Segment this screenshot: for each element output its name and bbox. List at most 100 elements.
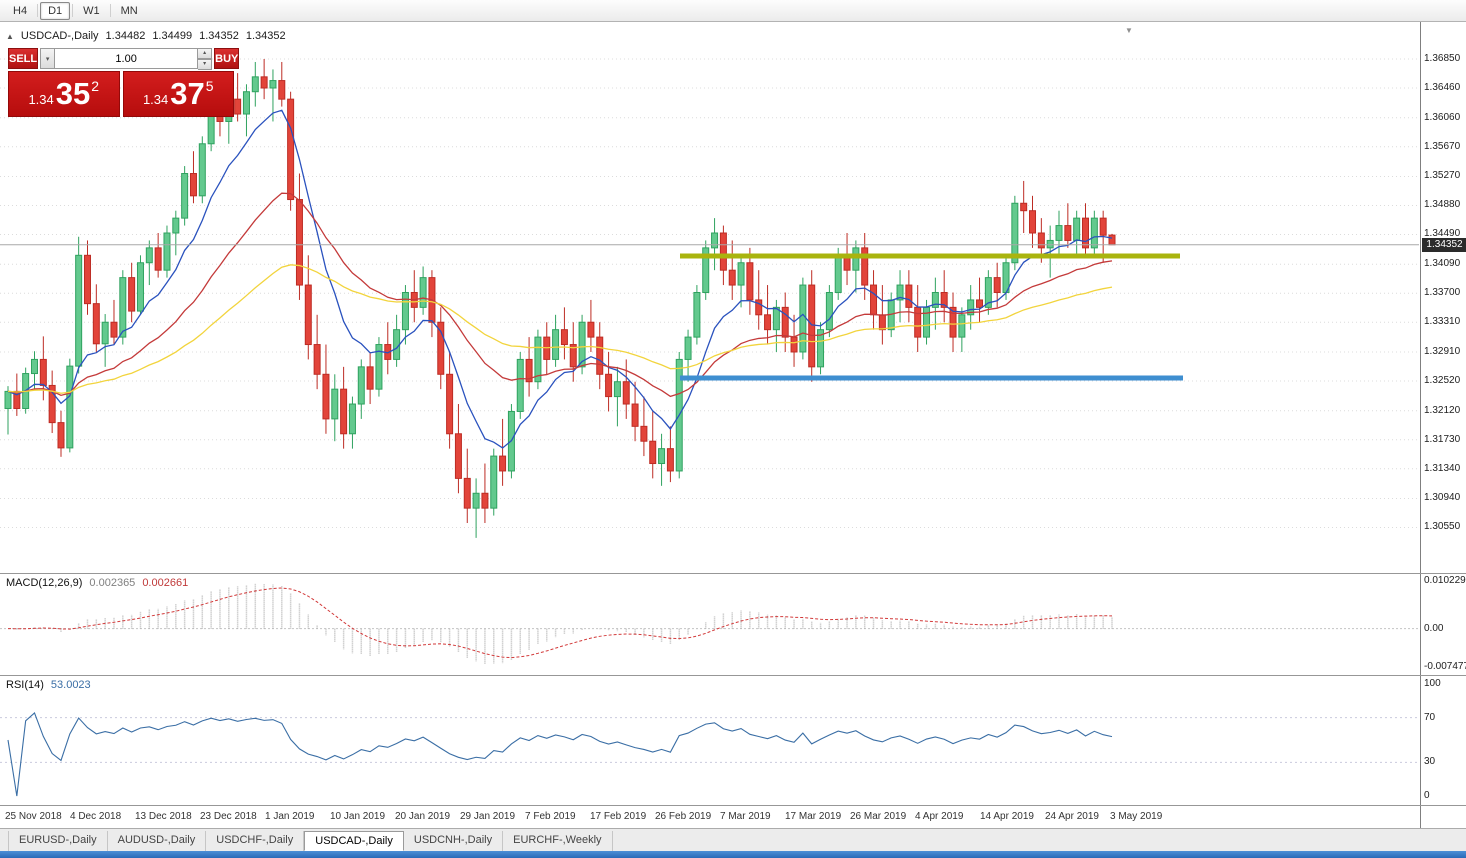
chart-symbol-label: USDCAD-,Daily [20, 30, 99, 42]
sell-price-pips: 35 [55, 76, 91, 111]
price-axis-label: 1.32520 [1424, 374, 1461, 386]
date-label: 10 Jan 2019 [330, 811, 386, 822]
timeframe-tab-d1[interactable]: D1 [40, 1, 71, 20]
current-price-badge: 1.34352 [1422, 237, 1466, 252]
date-label: 23 Dec 2018 [200, 811, 257, 822]
spinner-down-icon[interactable]: ▾ [198, 59, 213, 70]
date-label: 25 Nov 2018 [5, 811, 62, 822]
rsi-line [7, 712, 1113, 797]
volume-input[interactable] [55, 48, 199, 69]
price-axis-label: 1.32910 [1424, 345, 1461, 357]
ma-26-line [7, 192, 1113, 398]
timeframe-tab-w1[interactable]: W1 [83, 4, 100, 17]
volume-control: ▾ ▴ ▾ [40, 48, 213, 70]
chart-tab-usdcnh[interactable]: USDCNH-,Daily [404, 831, 504, 851]
buy-price-pips: 37 [170, 76, 205, 111]
date-label: 13 Dec 2018 [135, 811, 192, 822]
toolbar-separator [37, 4, 39, 17]
candles-layer [4, 59, 1116, 538]
chart-tab-eurusd[interactable]: EURUSD-,Daily [8, 831, 108, 851]
price-axis-label: 1.36460 [1424, 82, 1461, 93]
ma-55-line [7, 264, 1113, 394]
date-label: 3 May 2019 [1110, 811, 1163, 822]
price-axis-label: 1.36850 [1424, 53, 1461, 64]
date-label: 7 Mar 2019 [720, 811, 771, 822]
chart-tab-eurchf[interactable]: EURCHF-,Weekly [503, 831, 613, 851]
chart-shift-marker-icon: ▼ [1125, 26, 1133, 35]
chart-ohlc-header: ▲ USDCAD-,Daily 1.34482 1.34499 1.34352 … [6, 30, 286, 42]
price-axis-label: 1.30550 [1424, 521, 1461, 533]
price-axis-label: 1.34490 [1424, 228, 1461, 240]
chart-tab-audusd[interactable]: AUDUSD-,Daily [108, 831, 207, 851]
ohlc-open: 1.34482 [105, 30, 146, 42]
macd-chart[interactable] [0, 574, 1420, 675]
chevron-down-icon: ▾ [45, 55, 50, 63]
trade-controls-row: SELL ▾ ▴ ▾ BUY [8, 48, 240, 70]
macd-axis-label: 0.00 [1424, 622, 1444, 634]
volume-dropdown-button[interactable]: ▾ [40, 48, 56, 69]
macd-main-value: 0.002365 [89, 577, 136, 589]
date-label: 20 Jan 2019 [395, 811, 451, 822]
date-label: 17 Mar 2019 [785, 811, 842, 822]
price-axis-label: 1.35670 [1424, 140, 1461, 152]
symbol-up-arrow-icon: ▲ [6, 31, 14, 41]
toolbar-separator [109, 4, 111, 17]
volume-spinner: ▴ ▾ [198, 48, 213, 70]
price-axis-label: 1.33700 [1424, 287, 1461, 299]
date-label: 26 Mar 2019 [850, 811, 907, 822]
price-axis[interactable]: 1.34352 1.36850 1.36460 1.36060 1.35670 1.35… [1420, 22, 1466, 573]
rsi-value: 53.0023 [50, 679, 91, 691]
sell-price-display[interactable]: 1.34 35 2 [8, 71, 120, 117]
price-gridlines [0, 58, 1419, 528]
sell-price-prefix: 1.34 [28, 92, 54, 107]
rsi-indicator-panel[interactable]: RSI(14) 53.0023 100 70 30 0 [0, 676, 1466, 806]
chart-tab-usdcad[interactable]: USDCAD-,Daily [304, 831, 404, 851]
rsi-axis-label: 70 [1424, 711, 1436, 723]
buy-button[interactable]: BUY [214, 48, 240, 69]
date-label: 4 Dec 2018 [70, 811, 122, 822]
ohlc-close: 1.34352 [245, 30, 286, 42]
date-label: 17 Feb 2019 [590, 811, 647, 822]
timeframe-toolbar: H4 D1 W1 MN [0, 0, 1466, 22]
date-label: 4 Apr 2019 [915, 811, 964, 822]
chart-tabs-bar: EURUSD-,Daily AUDUSD-,Daily USDCHF-,Daily U… [0, 828, 1466, 851]
sell-button[interactable]: SELL [8, 48, 39, 69]
price-chart-panel[interactable]: ▲ USDCAD-,Daily 1.34482 1.34499 1.34352 … [0, 22, 1466, 574]
sell-price-pipette: 2 [91, 78, 100, 94]
one-click-trading-widget: SELL ▾ ▴ ▾ BUY 1.34 35 2 [8, 48, 240, 117]
rsi-chart[interactable] [0, 676, 1420, 805]
candlestick-chart[interactable] [0, 22, 1420, 573]
timeframe-tab-mn[interactable]: MN [120, 4, 138, 17]
spinner-up-icon[interactable]: ▴ [198, 48, 213, 59]
price-axis-label: 1.33310 [1424, 316, 1461, 328]
ma-9-line [7, 109, 1113, 449]
macd-label: MACD(12,26,9) 0.002365 0.002661 [6, 577, 188, 589]
date-label: 14 Apr 2019 [980, 811, 1034, 822]
rsi-axis-label: 100 [1424, 678, 1441, 689]
price-axis-label: 1.34090 [1424, 258, 1461, 270]
taskbar-edge [0, 851, 1466, 858]
ohlc-low: 1.34352 [199, 30, 239, 42]
macd-axis: 0.010229 0.00 -0.007477 [1420, 574, 1466, 675]
macd-indicator-panel[interactable]: MACD(12,26,9) 0.002365 0.002661 0.010229… [0, 574, 1466, 676]
macd-signal-value: 0.002661 [142, 577, 189, 589]
price-axis-label: 1.31340 [1424, 462, 1461, 474]
date-label: 26 Feb 2019 [655, 811, 712, 822]
macd-name: MACD(12,26,9) [6, 577, 83, 589]
time-axis[interactable]: 25 Nov 2018 4 Dec 2018 13 Dec 2018 23 Dec 2… [0, 806, 1466, 828]
buy-price-pipette: 5 [205, 78, 214, 94]
buy-price-display[interactable]: 1.34 37 5 [122, 71, 234, 117]
date-label: 1 Jan 2019 [265, 811, 315, 822]
trade-prices-row: 1.34 35 2 1.34 37 5 [8, 71, 234, 117]
date-label: 24 Apr 2019 [1045, 811, 1099, 822]
rsi-label: RSI(14) 53.0023 [6, 679, 91, 691]
price-axis-label: 1.30940 [1424, 492, 1461, 504]
price-axis-label: 1.36060 [1424, 111, 1461, 123]
price-axis-label: 1.31730 [1424, 433, 1461, 445]
chart-tab-usdchf[interactable]: USDCHF-,Daily [206, 831, 305, 851]
timeframe-tab-h4[interactable]: H4 [13, 4, 28, 17]
price-axis-label: 1.32120 [1424, 404, 1461, 416]
rsi-axis-label: 0 [1424, 790, 1430, 801]
price-axis-label: 1.35270 [1424, 170, 1461, 182]
